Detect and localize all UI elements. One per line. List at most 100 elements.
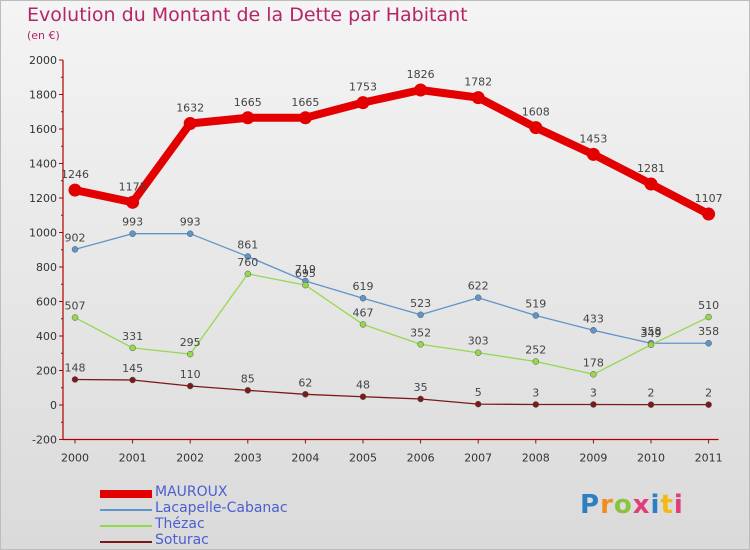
legend-item: Thézac (100, 516, 360, 534)
data-point (186, 382, 194, 390)
data-label: 295 (180, 336, 201, 349)
x-tick-label: 2010 (637, 452, 665, 465)
legend-swatch (100, 525, 152, 527)
data-label: 3 (590, 386, 597, 399)
data-point (298, 111, 312, 125)
data-label: 902 (65, 231, 86, 244)
legend-label: Lacapelle-Cabanac (155, 500, 288, 516)
data-label: 1753 (349, 81, 377, 94)
proxiti-logo: Proxiti (580, 490, 684, 520)
legend-item: Soturac (100, 532, 360, 550)
data-label: 110 (180, 368, 201, 381)
y-tick-label: 600 (36, 296, 57, 309)
y-tick-label: 1800 (29, 89, 57, 102)
x-tick-label: 2004 (291, 452, 319, 465)
data-label: 1107 (695, 192, 723, 205)
data-point (71, 314, 79, 321)
data-point (241, 111, 255, 125)
y-tick-label: 200 (36, 365, 57, 378)
data-label: 85 (241, 372, 255, 385)
y-tick-label: 0 (50, 399, 57, 412)
data-label: 5 (475, 386, 482, 399)
logo-letter: P (580, 490, 601, 520)
data-point (302, 281, 309, 289)
data-point (586, 147, 600, 161)
data-point (71, 246, 79, 253)
data-point (471, 91, 485, 105)
data-point (359, 393, 367, 400)
series-line-3 (74, 378, 710, 406)
data-label: 148 (65, 361, 86, 374)
y-tick-label: -200 (32, 434, 57, 447)
x-tick-label: 2007 (464, 452, 492, 465)
data-label: 358 (698, 325, 719, 338)
data-point (705, 401, 712, 408)
data-point (244, 253, 252, 260)
data-point (129, 230, 136, 237)
data-label: 352 (410, 326, 431, 339)
data-point (532, 312, 540, 319)
data-point (590, 371, 597, 378)
data-label: 358 (641, 325, 662, 338)
data-point (474, 349, 482, 356)
data-label: 145 (122, 362, 143, 375)
legend-label: Soturac (155, 532, 209, 548)
logo-letter: x (632, 490, 651, 520)
data-label: 1246 (61, 168, 89, 181)
logo-letter: t (660, 490, 674, 520)
y-tick-label: 1000 (29, 227, 57, 240)
data-label: 349 (641, 327, 662, 340)
data-label: 433 (583, 312, 604, 325)
y-tick-label: 1200 (29, 192, 57, 205)
legend-label: MAUROUX (155, 484, 228, 500)
data-point (71, 376, 79, 383)
data-point (705, 339, 712, 347)
data-point (129, 376, 136, 384)
data-point (417, 395, 424, 403)
data-point (186, 350, 194, 358)
data-label: 861 (237, 238, 258, 251)
legend-swatch (100, 490, 152, 498)
data-point (590, 327, 597, 334)
chart-subtitle: (en €) (27, 29, 60, 42)
data-point (129, 344, 136, 352)
data-label: 303 (468, 335, 489, 348)
data-point (529, 121, 543, 135)
logo-letter: i (650, 490, 661, 520)
data-label: 993 (122, 216, 143, 229)
data-point (532, 401, 540, 408)
data-label: 62 (298, 376, 312, 389)
data-label: 35 (414, 381, 428, 394)
chart-title: Evolution du Montant de la Dette par Hab… (27, 4, 468, 26)
data-label: 1281 (637, 162, 665, 175)
data-label: 510 (698, 299, 719, 312)
data-point (474, 400, 482, 408)
logo-letter: o (613, 490, 633, 520)
legend-swatch (100, 509, 152, 511)
data-point (705, 313, 712, 321)
data-label: 519 (525, 297, 546, 310)
data-point (68, 183, 82, 197)
data-point (417, 341, 424, 348)
y-tick-label: 1600 (29, 123, 57, 136)
data-label: 2 (648, 387, 655, 400)
data-label: 48 (356, 379, 370, 392)
data-label: 3 (532, 386, 539, 399)
data-label: 719 (295, 263, 316, 276)
data-label: 1175 (119, 180, 147, 193)
data-point (359, 321, 367, 328)
data-label: 467 (353, 306, 374, 319)
data-label: 993 (180, 216, 201, 229)
data-label: 523 (410, 297, 431, 310)
data-point (126, 195, 140, 209)
legend: MAUROUX Lacapelle-Cabanac Thézac Soturac (100, 484, 360, 550)
data-point (532, 358, 540, 365)
data-label: 622 (468, 280, 489, 293)
y-tick-label: 800 (36, 261, 57, 274)
x-tick-label: 2006 (407, 452, 435, 465)
data-point (183, 116, 197, 130)
legend-label: Thézac (155, 516, 205, 532)
data-point (302, 391, 309, 398)
series-line-0 (71, 86, 713, 219)
